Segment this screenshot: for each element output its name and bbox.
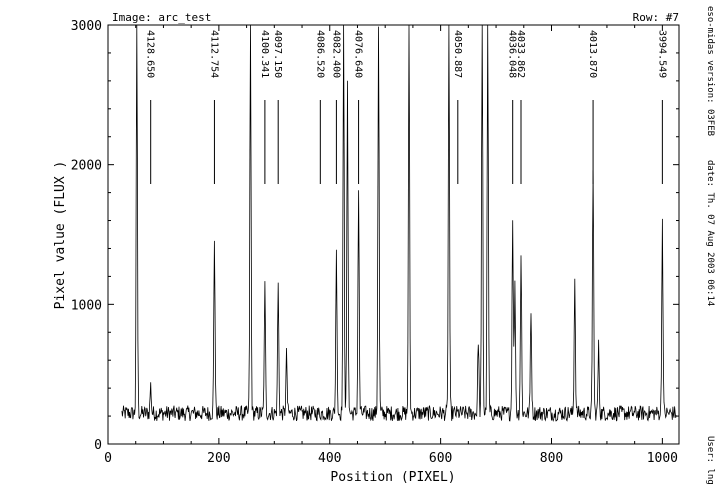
plot-frame	[107, 24, 680, 445]
line-id-label: 4050.887	[452, 30, 463, 78]
line-id-label: 4100.341	[259, 30, 270, 78]
line-id-label: 4128.650	[145, 30, 156, 78]
x-tick-label: 1000	[647, 451, 678, 466]
x-axis-title: Position (PIXEL)	[330, 470, 455, 485]
y-tick-label: 1000	[71, 298, 102, 313]
x-tick-label: 200	[207, 451, 230, 466]
line-id-label: 3994.549	[656, 30, 667, 78]
x-tick-label: 0	[104, 451, 112, 466]
y-tick-label: 2000	[71, 159, 102, 174]
line-id-label: 4013.870	[587, 30, 598, 78]
line-id-label: 4082.400	[330, 30, 341, 78]
line-id-label: 4097.150	[272, 30, 283, 78]
line-identification-layer: 4128.650 4112.754 4100.341 4097.150 4086.520…	[145, 30, 667, 184]
x-tick-label: 600	[429, 451, 452, 466]
date-label: date: Th. 07 Aug 2003 06:14	[705, 160, 715, 307]
line-id-label: 4112.754	[208, 30, 219, 78]
line-id-label: 4086.520	[314, 30, 325, 78]
y-tick-label: 3000	[71, 19, 102, 34]
line-id-label: 4033.862	[515, 30, 526, 78]
line-id-label: 4036.048	[507, 30, 518, 78]
y-axis-title: Pixel value (FLUX )	[53, 161, 68, 310]
midas-version-label: eso-midas version: 03FEB	[705, 6, 715, 137]
y-tick-label: 0	[94, 438, 102, 453]
tick-layer: 0 200 400 600 800 1000 0 1000 2000 3000	[71, 19, 679, 466]
spectrum-line	[121, 24, 677, 422]
image-label: Image: arc_test	[112, 11, 211, 24]
row-label: Row: #7	[633, 11, 679, 24]
user-label: User: lng	[705, 436, 715, 485]
x-tick-label: 400	[318, 451, 341, 466]
line-id-label: 4076.640	[353, 30, 364, 78]
x-tick-label: 800	[540, 451, 563, 466]
